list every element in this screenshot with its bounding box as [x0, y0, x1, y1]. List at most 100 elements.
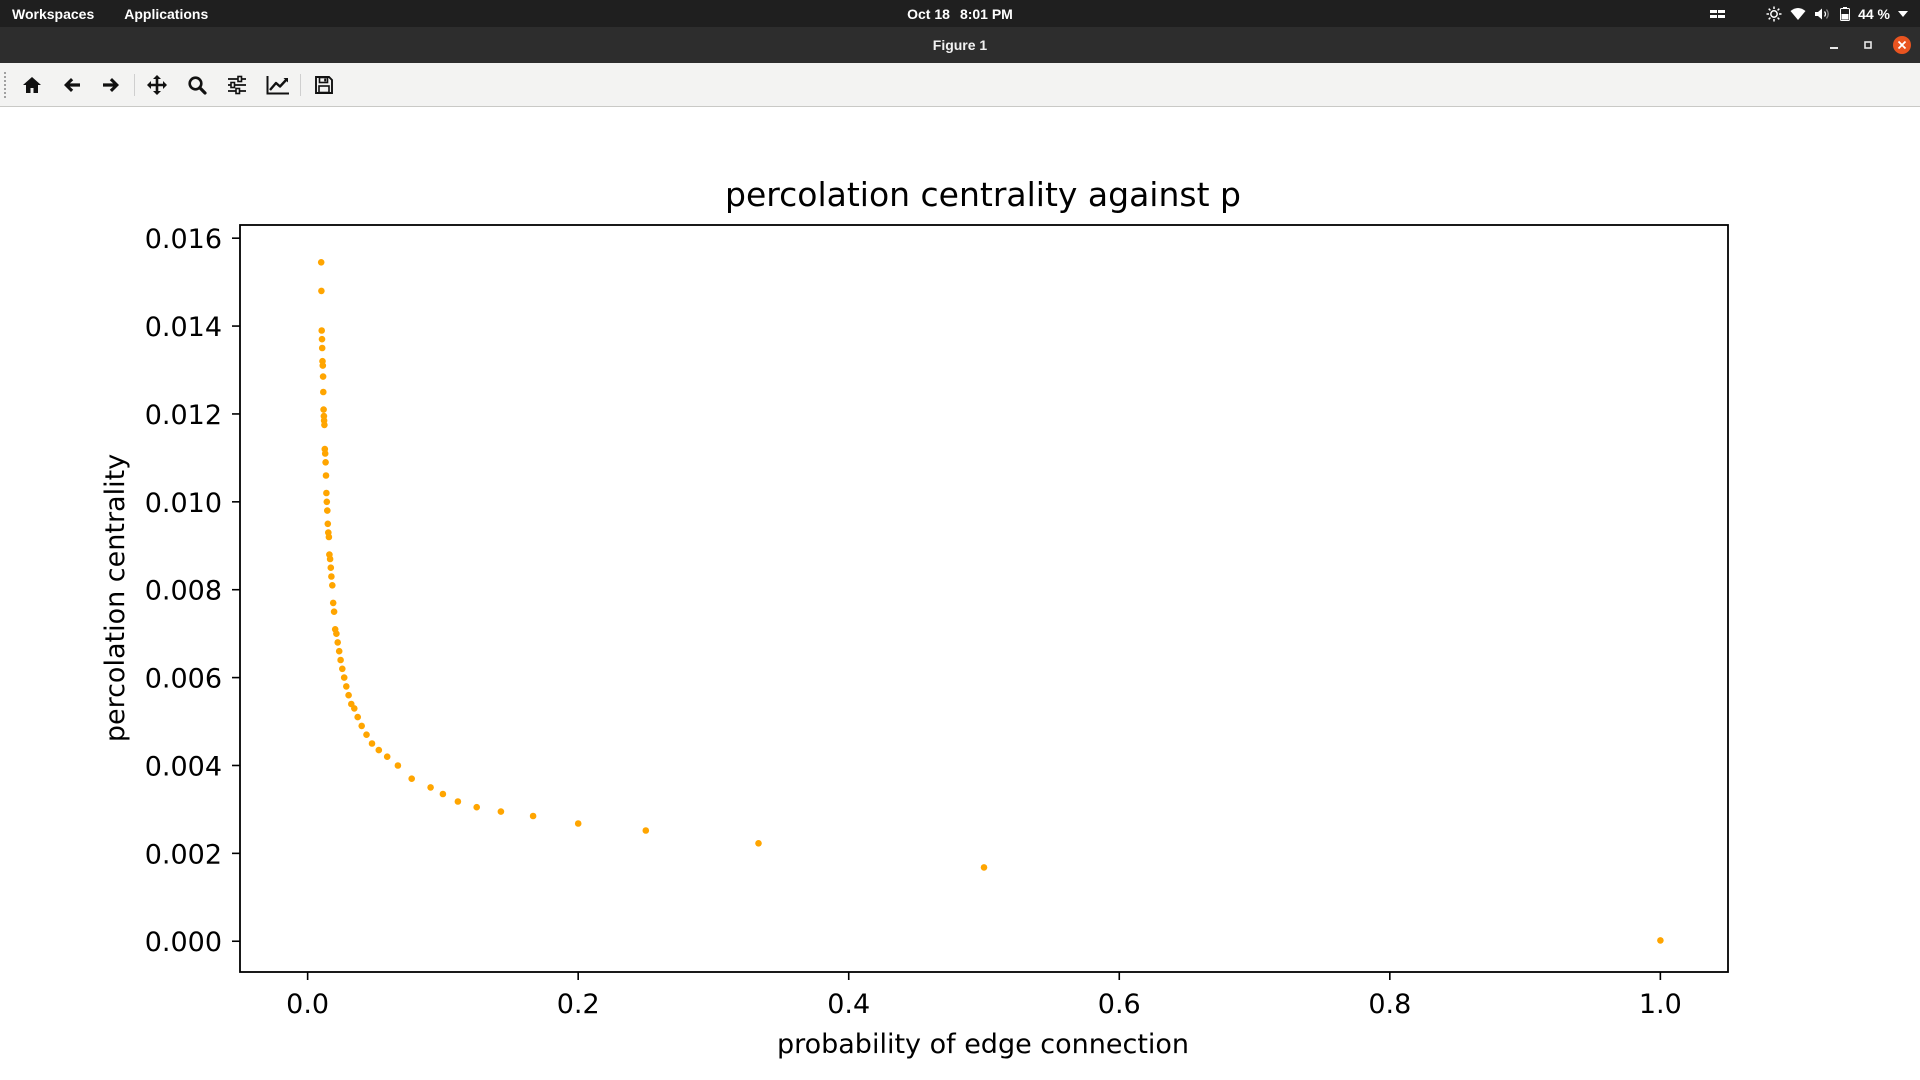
data-point — [383, 753, 391, 760]
battery-icon — [1840, 6, 1851, 21]
edit-axes-button[interactable] — [263, 72, 293, 98]
data-point — [318, 335, 326, 343]
save-button[interactable] — [309, 72, 339, 98]
data-point — [321, 450, 329, 457]
move-icon — [147, 75, 167, 95]
data-point — [363, 731, 370, 738]
data-point — [337, 656, 344, 664]
home-button[interactable] — [17, 72, 47, 98]
data-point — [368, 740, 376, 747]
y-tick-label: 0.008 — [145, 576, 222, 607]
y-tick-label: 0.002 — [145, 839, 222, 870]
battery-percent: 44 % — [1858, 5, 1890, 22]
pan-button[interactable] — [142, 72, 172, 98]
y-tick-label: 0.010 — [145, 488, 222, 519]
data-point — [334, 639, 342, 646]
x-tick-label: 0.0 — [286, 989, 329, 1020]
data-point — [317, 259, 325, 266]
forward-button[interactable] — [96, 72, 126, 98]
data-point — [497, 808, 505, 815]
brightness-icon — [1766, 6, 1782, 22]
data-point — [322, 459, 329, 466]
close-button[interactable] — [1889, 27, 1915, 63]
close-icon — [1893, 36, 1911, 54]
scatter-plot[interactable]: percolation centrality against p 0.0 0.2 0… — [0, 108, 1920, 1080]
data-point — [320, 388, 327, 396]
toolbar-separator — [134, 74, 135, 96]
data-point — [473, 803, 481, 811]
data-point — [358, 722, 366, 730]
data-point — [335, 647, 343, 655]
data-point — [327, 564, 335, 571]
data-point — [322, 472, 330, 479]
line-chart-icon — [266, 76, 289, 95]
x-axis-label: probability of edge connection — [777, 1029, 1189, 1060]
data-point — [319, 362, 327, 369]
window-switcher-icon[interactable] — [1710, 8, 1726, 20]
data-point — [408, 775, 416, 782]
y-axis: 0.000 0.002 0.004 0.006 0.008 0.010 0.012 0.014… — [145, 224, 240, 958]
data-point — [980, 864, 988, 871]
applications-menu[interactable]: Applications — [124, 5, 209, 22]
data-point — [325, 533, 333, 541]
y-tick-label: 0.000 — [145, 927, 222, 958]
data-point — [330, 608, 338, 615]
figure-canvas[interactable]: percolation centrality against p 0.0 0.2 0… — [0, 108, 1920, 1080]
data-point — [340, 674, 348, 681]
zoom-button[interactable] — [182, 72, 212, 98]
minimize-button[interactable] — [1821, 27, 1847, 63]
data-point — [375, 746, 383, 754]
data-point — [343, 683, 350, 690]
data-point — [319, 373, 327, 380]
y-tick-label: 0.012 — [145, 400, 222, 431]
wifi-icon — [1790, 7, 1806, 21]
data-point — [339, 665, 346, 673]
y-tick-label: 0.004 — [145, 751, 222, 782]
y-tick-label: 0.006 — [145, 664, 222, 695]
window-title: Figure 1 — [932, 37, 988, 53]
system-status-menu[interactable]: 44 % — [1766, 6, 1908, 22]
home-icon — [23, 77, 41, 93]
data-point — [323, 498, 331, 506]
data-point — [321, 421, 328, 429]
data-point — [529, 812, 537, 820]
floppy-disk-icon — [315, 76, 333, 94]
data-point — [329, 599, 337, 607]
data-point — [324, 520, 332, 528]
clock-time: 8:01 PM — [959, 5, 1013, 22]
x-tick-label: 1.0 — [1639, 989, 1682, 1020]
x-tick-label: 0.6 — [1098, 989, 1141, 1020]
magnifier-icon — [188, 76, 207, 95]
minimize-icon — [1830, 47, 1838, 49]
volume-icon — [1814, 7, 1832, 21]
data-point — [427, 784, 434, 791]
window-titlebar[interactable]: Figure 1 — [0, 27, 1920, 63]
data-point — [354, 713, 362, 721]
data-point — [333, 630, 340, 637]
x-axis: 0.0 0.2 0.4 0.6 0.8 1.0 — [286, 972, 1682, 1020]
y-axis-label: percolation centrality — [100, 454, 131, 742]
data-point — [642, 827, 650, 834]
data-point — [1657, 937, 1664, 944]
chart-title: percolation centrality against p — [725, 175, 1241, 214]
configure-subplots-button[interactable] — [222, 72, 252, 98]
maximize-button[interactable] — [1855, 27, 1881, 63]
clock[interactable]: Oct 18 8:01 PM — [0, 0, 1920, 27]
data-point — [439, 790, 447, 798]
system-top-bar: Workspaces Applications Oct 18 8:01 PM 4… — [0, 0, 1920, 27]
data-point — [394, 762, 402, 769]
data-point — [324, 507, 331, 514]
toolbar-grip[interactable] — [3, 71, 7, 99]
x-tick-label: 0.8 — [1368, 989, 1411, 1020]
data-point — [351, 705, 358, 712]
back-button[interactable] — [57, 72, 87, 98]
maximize-icon — [1864, 41, 1872, 49]
x-tick-label: 0.4 — [827, 989, 870, 1020]
data-point — [320, 406, 327, 413]
data-point — [326, 555, 334, 563]
data-point — [318, 327, 326, 334]
x-tick-label: 0.2 — [557, 989, 600, 1020]
workspaces-menu[interactable]: Workspaces — [12, 5, 95, 22]
clock-date: Oct 18 — [907, 5, 950, 22]
arrow-right-icon — [103, 78, 119, 92]
